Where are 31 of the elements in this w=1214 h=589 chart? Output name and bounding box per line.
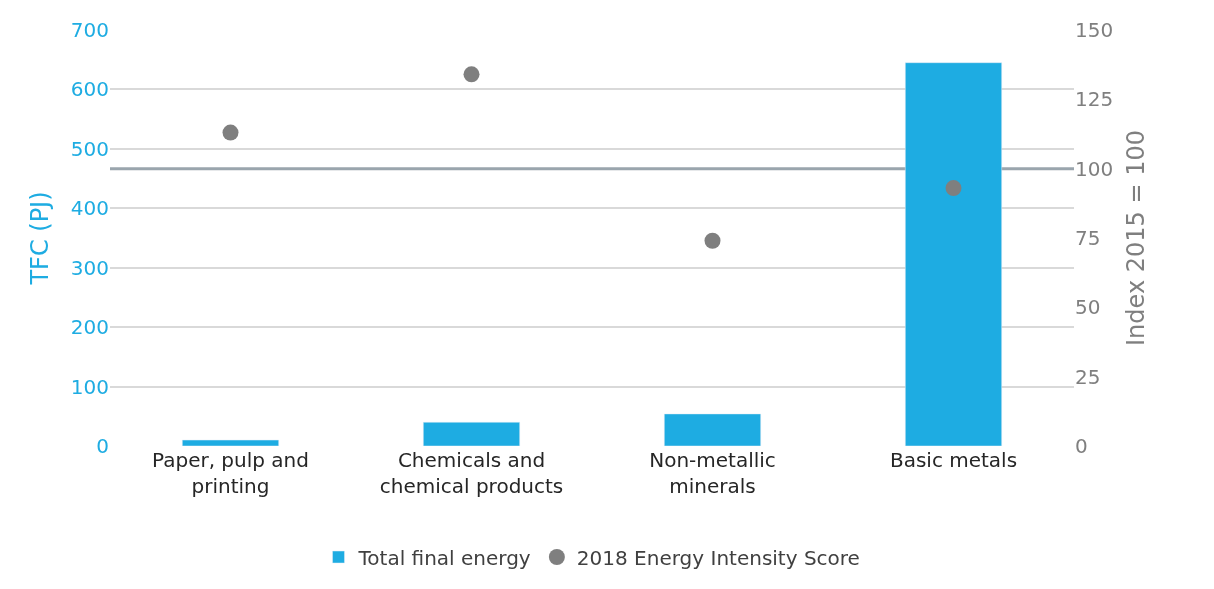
bar [664,413,761,446]
y2-tick-label: 25 [1075,364,1101,389]
y-tick-label: 0 [96,434,109,458]
y-tick-label: 400 [70,196,109,221]
x-tick-label: Basic metals [889,448,1018,472]
bar [182,439,279,446]
y-axis-title: TFC (PJ) [25,191,54,286]
x-tick-label: Non-metallic minerals [649,448,776,498]
y-tick-label: 500 [70,136,109,161]
y-tick-label: 700 [70,18,109,42]
point [222,124,239,141]
y2-tick-label: 150 [1075,18,1114,42]
legend-label: 2018 Energy Intensity Score [576,545,860,570]
point [945,180,962,197]
y-tick-label: 100 [70,374,109,399]
legend-label: Total final energy [357,545,531,570]
bar [423,421,520,446]
point [704,232,721,249]
x-tick-label: Paper, pulp and printing [152,448,309,498]
y2-tick-label: 50 [1075,295,1101,320]
y2-tick-label: 75 [1075,226,1101,250]
y-tick-label: 200 [70,315,109,340]
y-tick-label: 600 [70,77,109,102]
y2-tick-label: 0 [1075,434,1088,458]
y2-tick-label: 100 [1075,156,1114,181]
y2-tick-label: 125 [1075,87,1114,112]
x-tick-label: Chemicals and chemical products [379,448,564,498]
y2-axis-title: Index 2015 = 100 [1122,130,1151,346]
bar [905,62,1002,446]
point [463,66,480,83]
y-tick-label: 300 [70,255,109,280]
